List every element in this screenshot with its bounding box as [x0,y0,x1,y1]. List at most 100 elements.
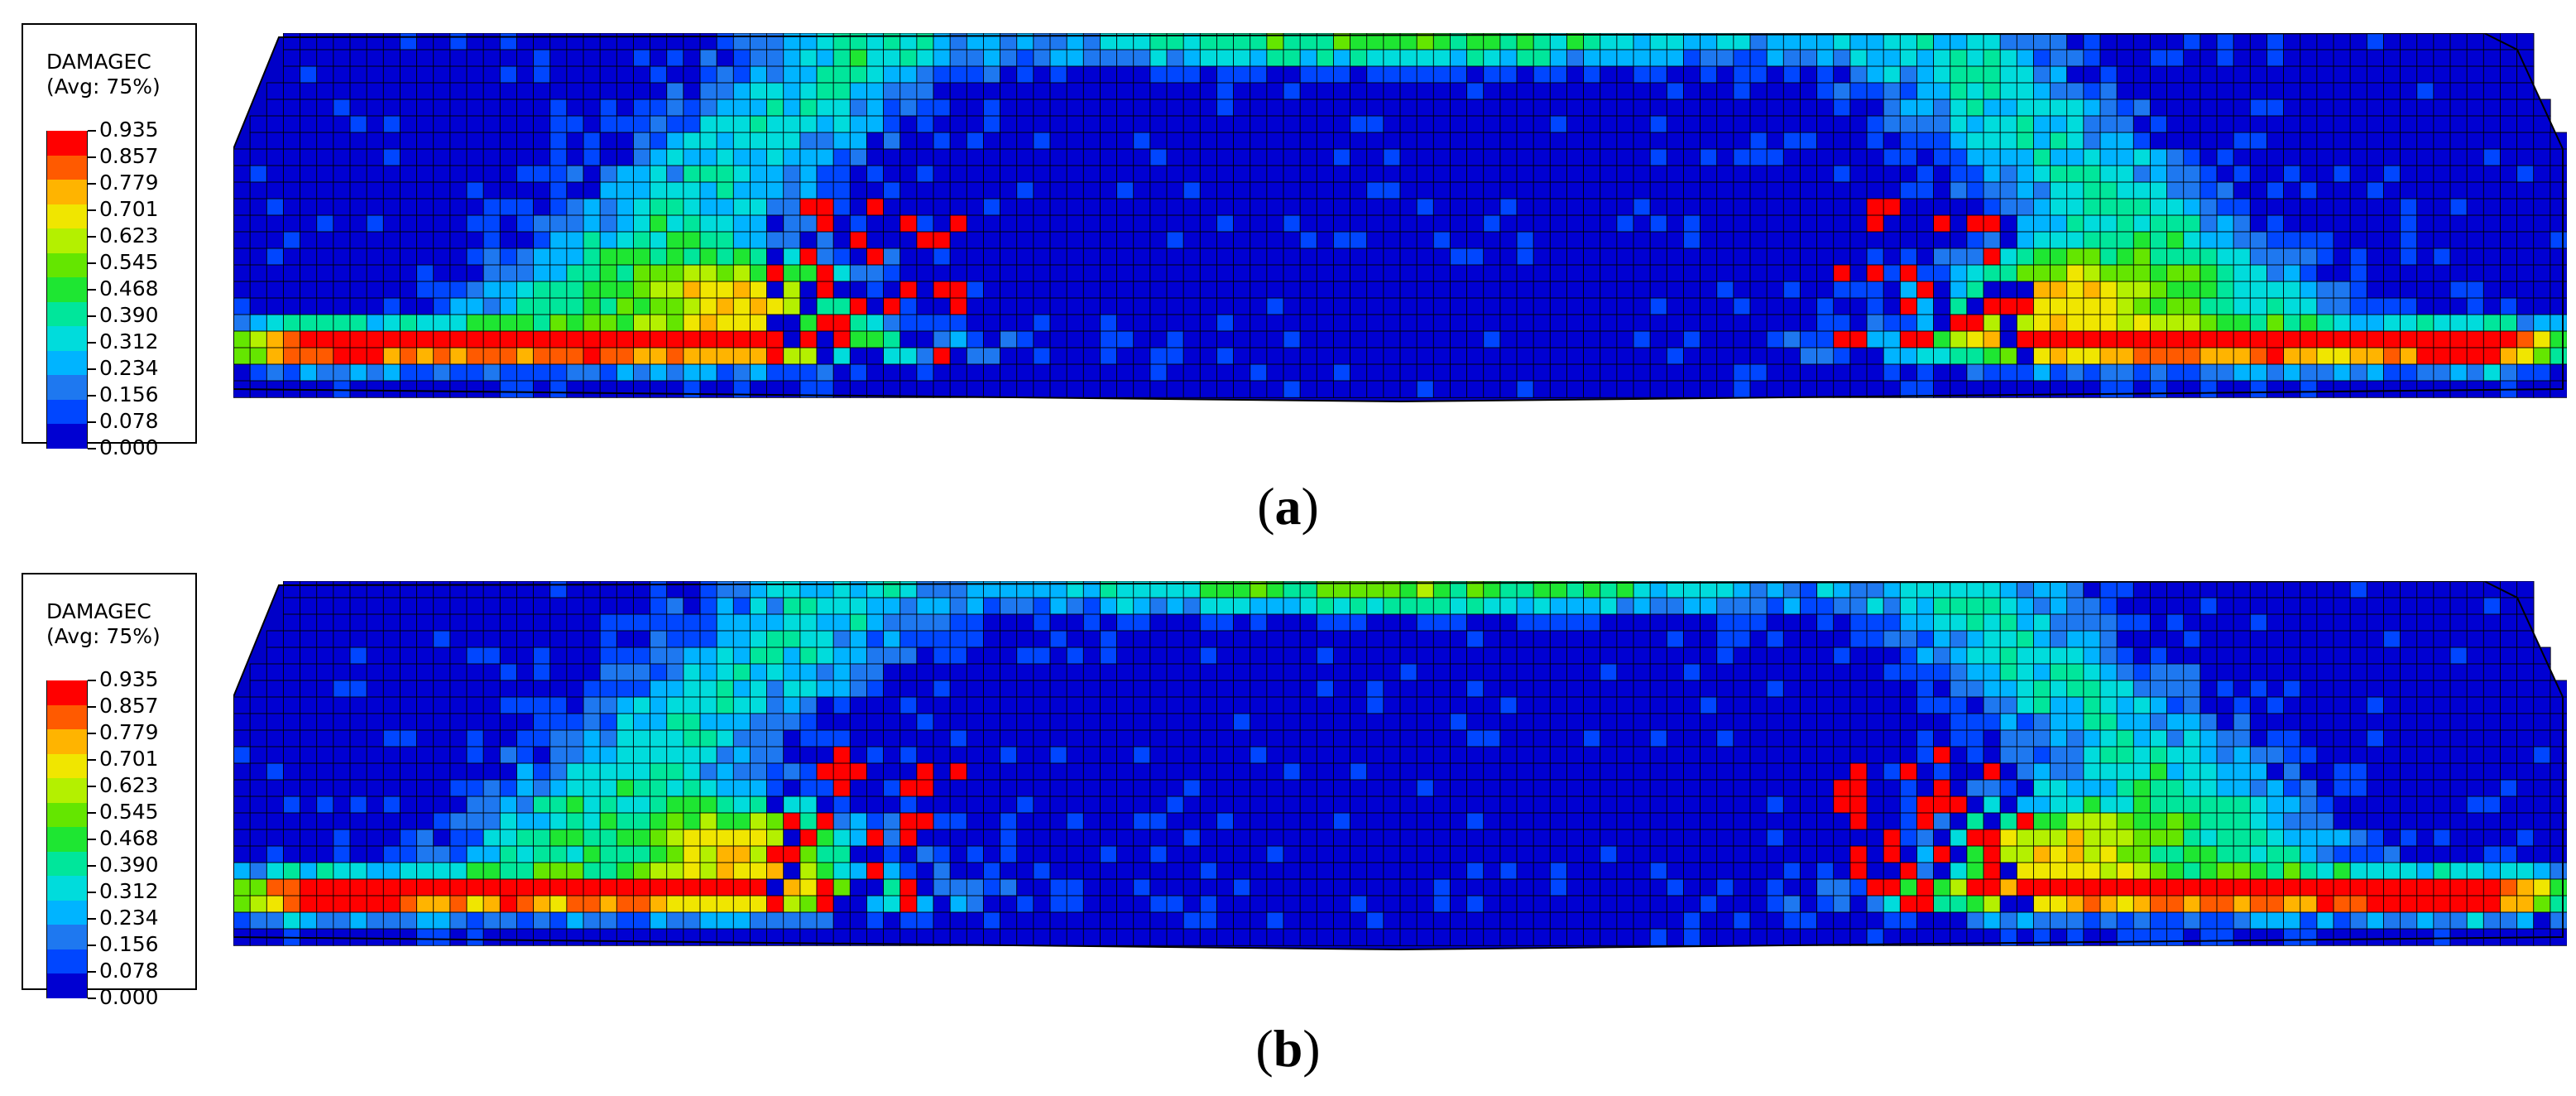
mesh-element [2416,680,2434,698]
mesh-element [1866,729,1884,747]
mesh-element [749,231,768,249]
mesh-element [2400,99,2418,117]
mesh-element [1733,198,1751,216]
mesh-element [1182,65,1202,84]
mesh-element [1849,347,1868,365]
mesh-element [1616,132,1634,150]
mesh-element [816,231,834,249]
mesh-element [1833,248,1851,266]
mesh-element [1883,581,1902,598]
mesh-element [2516,132,2535,150]
mesh-element [333,297,351,315]
mesh-element [1583,115,1601,133]
mesh-element [1983,115,2001,133]
mesh-element [2116,115,2135,133]
mesh-element [1799,363,1818,382]
mesh-element [1950,115,1968,133]
mesh-element [982,597,1001,615]
mesh-element [1366,314,1384,332]
mesh-element [1016,363,1034,382]
mesh-element [732,198,751,216]
mesh-element [2116,264,2135,282]
mesh-element [1133,762,1151,781]
mesh-element [1766,264,1785,282]
mesh-element [1133,696,1151,714]
mesh-element [2499,198,2518,216]
mesh-element [1950,696,1968,714]
mesh-element [1782,49,1801,67]
mesh-element [2149,630,2168,648]
mesh-element [433,281,451,299]
mesh-element [1899,680,1918,698]
mesh-element [1432,663,1451,681]
mesh-element [1499,248,1518,266]
mesh-element [499,347,518,365]
mesh-element [1549,330,1568,349]
mesh-element [766,132,784,150]
mesh-element [883,115,901,133]
mesh-element [1899,148,1918,166]
mesh-element [1533,597,1552,615]
mesh-element [1749,597,1768,615]
mesh-element [300,281,318,299]
mesh-element [832,330,851,349]
mesh-element [466,248,484,266]
mesh-element [1883,148,1902,166]
mesh-element [2216,231,2234,249]
mesh-element [416,680,434,698]
mesh-element [2333,347,2351,365]
mesh-element [2382,132,2401,150]
mesh-element [1266,713,1284,731]
mesh-element [533,347,551,365]
mesh-element [2066,33,2084,50]
mesh-element [1999,198,2018,216]
mesh-element [1716,597,1734,615]
mesh-element [1466,347,1485,365]
mesh-element [2300,231,2318,249]
mesh-element [2132,33,2151,50]
mesh-element [783,115,801,133]
mesh-element [1233,713,1251,731]
mesh-element [1266,231,1284,249]
mesh-element [1533,49,1552,67]
mesh-element [1983,630,2001,648]
mesh-element [2266,281,2285,299]
mesh-element [2166,297,2185,315]
mesh-element [2032,581,2051,598]
mesh-element [2550,248,2567,266]
mesh-element [2249,597,2268,615]
mesh-element [1782,82,1801,100]
mesh-element [1516,680,1534,698]
beam-damage-contour [233,33,2567,403]
mesh-element [2016,630,2035,648]
mesh-element [1250,347,1268,365]
mesh-element [1816,148,1835,166]
mesh-element [2366,99,2385,117]
mesh-element [1266,762,1284,781]
mesh-element [1749,613,1768,632]
mesh-element [899,65,918,84]
mesh-element [1549,613,1568,632]
mesh-element [1483,264,1501,282]
mesh-element [583,696,601,714]
mesh-element [1666,647,1685,665]
mesh-element [1799,148,1818,166]
mesh-element [766,264,784,282]
mesh-element [749,115,768,133]
mesh-element [1182,297,1202,315]
mesh-element [1266,380,1284,398]
mesh-element [482,330,501,349]
mesh-element [632,264,651,282]
mesh-element [1250,214,1268,233]
mesh-element [382,82,401,100]
mesh-element [1999,165,2018,183]
mesh-element [1366,214,1384,233]
mesh-element [732,729,751,747]
mesh-element [749,65,768,84]
mesh-element [2366,248,2385,266]
mesh-element [1916,181,1935,199]
mesh-element [683,713,701,731]
mesh-element [499,49,518,67]
mesh-element [499,297,518,315]
mesh-element [749,630,768,648]
